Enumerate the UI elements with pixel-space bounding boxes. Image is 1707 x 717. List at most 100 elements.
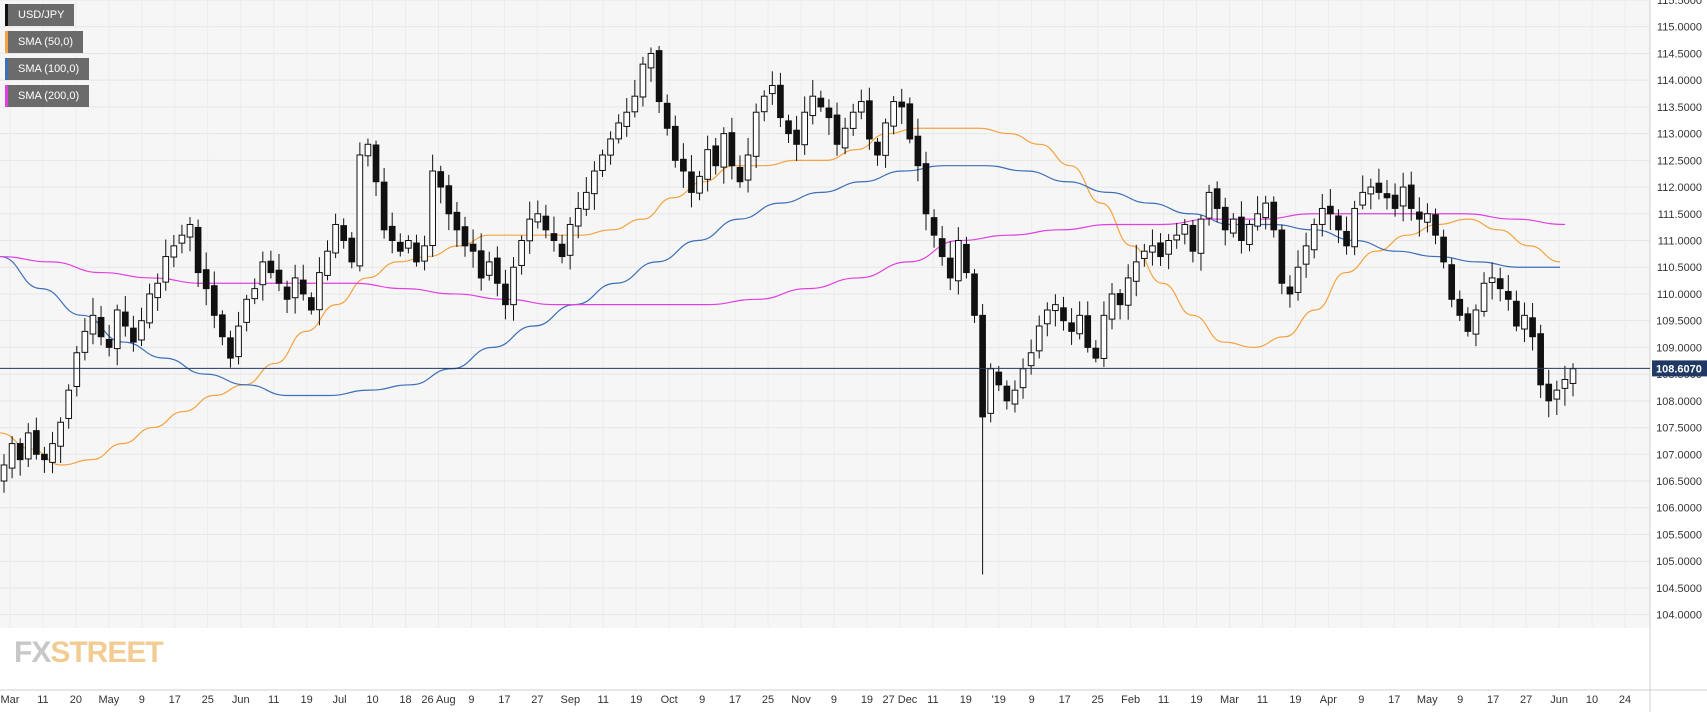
candle-body [906, 103, 914, 140]
candle-body [1149, 245, 1156, 253]
candle-body [566, 223, 574, 256]
candle-body [526, 218, 534, 242]
x-tick-label: 11 [1257, 694, 1268, 706]
candle-body [1003, 385, 1011, 402]
candle-body [1060, 307, 1067, 322]
candle-body [574, 207, 582, 227]
candle-body [1391, 194, 1399, 209]
x-tick-label: 17 [1388, 694, 1400, 706]
x-tick-label: 19 [1289, 694, 1301, 706]
candle-body [534, 213, 542, 223]
candle-body [154, 282, 161, 299]
candle-body [1359, 191, 1367, 206]
x-tick-label: 19 [960, 694, 972, 706]
candle-body [186, 223, 194, 238]
x-tick-label: 11 [268, 694, 279, 706]
y-tick-label: 110.0000 [1657, 289, 1702, 301]
x-tick-label: Sep [561, 694, 581, 706]
candle-body [89, 314, 97, 335]
candle-body [162, 256, 170, 283]
logo-fx: FX [14, 636, 51, 669]
logo-street: STREET [50, 636, 163, 669]
candle-body [453, 211, 461, 231]
candle-body [388, 225, 396, 242]
candle-body [777, 84, 784, 119]
candle-body [849, 111, 857, 129]
candle-body [623, 111, 631, 127]
x-tick-label: 9 [468, 694, 474, 706]
candle-body [946, 257, 954, 279]
y-tick-label: 114.5000 [1657, 48, 1702, 60]
candle-body [631, 95, 639, 113]
candle-body [251, 288, 259, 300]
candle-body [235, 325, 242, 358]
candle-body [760, 95, 768, 113]
candle-body [1076, 314, 1083, 335]
candle-body [768, 85, 776, 95]
candle-body [1278, 229, 1286, 284]
y-tick-label: 106.0000 [1656, 503, 1702, 515]
y-tick-label: 111.0000 [1658, 236, 1702, 248]
candle-body [356, 154, 364, 267]
candle-body [1068, 322, 1075, 332]
candle-body [1343, 230, 1350, 247]
x-tick-label: 17 [1487, 694, 1499, 706]
candle-body [930, 217, 938, 236]
candle-body [405, 240, 412, 249]
y-tick-label: 109.0000 [1656, 342, 1702, 354]
candle-body [1294, 266, 1302, 293]
price-badge-label: 108.6070 [1656, 363, 1702, 375]
candle-body [219, 314, 226, 338]
legend-item-usdjpy[interactable]: USD/JPY [5, 4, 75, 26]
y-tick-label: 104.0000 [1656, 610, 1702, 622]
candle-body [502, 283, 509, 306]
legend: USD/JPY SMA (50,0) SMA (100,0) SMA (200,… [5, 4, 90, 112]
legend-item-sma50[interactable]: SMA (50,0) [5, 31, 84, 53]
candle-body [995, 371, 1003, 386]
x-tick-label: 19 [1190, 694, 1202, 706]
x-tick-label: Jun [1550, 694, 1568, 706]
legend-item-sma200[interactable]: SMA (200,0) [5, 85, 90, 107]
candle-body [243, 298, 250, 323]
candle-body [1132, 261, 1140, 282]
candle-body [291, 277, 299, 299]
legend-item-sma100[interactable]: SMA (100,0) [5, 58, 90, 80]
candle-body [647, 52, 655, 69]
candle-body [1270, 201, 1278, 231]
candle-body [1375, 182, 1383, 193]
y-tick-label: 114.0000 [1657, 75, 1702, 87]
y-tick-label: 107.0000 [1656, 449, 1702, 461]
candle-body [542, 215, 550, 231]
y-tick-label: 105.5000 [1656, 529, 1702, 541]
x-tick-label: 27 [1520, 694, 1532, 706]
x-tick-label: Jun [232, 694, 250, 706]
candle-body [841, 127, 849, 149]
candle-body [0, 464, 8, 482]
candle-body [283, 286, 291, 300]
candle-body [81, 330, 89, 353]
candle-body [1181, 223, 1189, 235]
candle-body [752, 111, 760, 157]
candle-body [963, 243, 970, 274]
x-tick-label: 20 [70, 694, 82, 706]
candle-body [461, 226, 469, 247]
candle-body [817, 97, 825, 108]
candle-body [307, 297, 315, 311]
candle-body [728, 132, 736, 167]
y-tick-label: 112.5000 [1657, 155, 1702, 167]
candle-body [1399, 186, 1407, 207]
candle-body [1229, 218, 1237, 234]
x-tick-label: 9 [139, 694, 145, 706]
candle-body [825, 107, 833, 119]
candle-body [1262, 202, 1270, 219]
y-tick-label: 109.5000 [1656, 316, 1702, 328]
candle-body [259, 261, 267, 286]
x-tick-label: Oct [661, 694, 678, 706]
x-tick-label: Jul [333, 694, 347, 706]
candle-body [744, 154, 752, 181]
candle-body [1456, 298, 1464, 316]
candle-body [8, 443, 16, 469]
candle-body [1052, 304, 1059, 312]
legend-swatch-sma200 [5, 85, 8, 107]
candle-body [857, 101, 865, 113]
